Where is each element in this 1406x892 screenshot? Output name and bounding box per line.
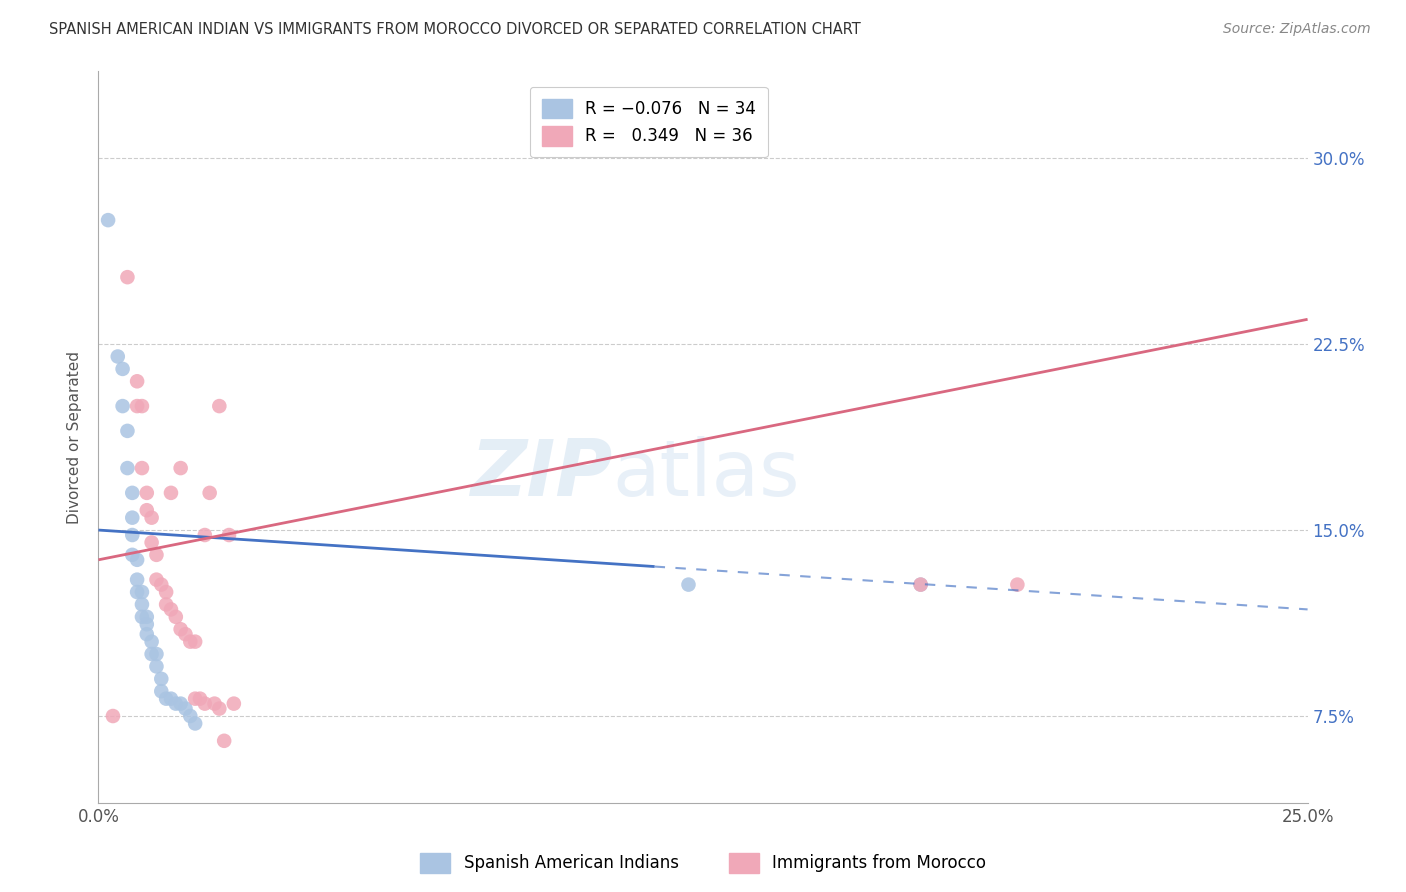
Point (169, 697, 191, 711)
Point (184, 716, 207, 731)
Point (97, 213, 120, 227)
Point (194, 528, 217, 542)
Point (184, 691, 207, 706)
Point (131, 399, 153, 413)
Point (145, 647, 167, 661)
Point (141, 510, 163, 524)
Point (150, 672, 173, 686)
Point (107, 350, 129, 364)
Point (127, 573, 149, 587)
Point (198, 486, 221, 500)
Point (218, 528, 240, 542)
Text: SPANISH AMERICAN INDIAN VS IMMIGRANTS FROM MOROCCO DIVORCED OR SEPARATED CORRELA: SPANISH AMERICAN INDIAN VS IMMIGRANTS FR… (49, 22, 860, 37)
Text: atlas: atlas (613, 435, 800, 512)
Point (117, 461, 139, 475)
Point (155, 585, 177, 599)
Point (150, 577, 173, 591)
Point (910, 577, 932, 591)
Point (135, 617, 157, 632)
Point (179, 709, 201, 723)
Point (135, 610, 157, 624)
Y-axis label: Divorced or Separated: Divorced or Separated (67, 351, 83, 524)
Point (111, 399, 134, 413)
Point (155, 598, 177, 612)
Point (131, 598, 153, 612)
Point (117, 270, 139, 285)
Point (222, 697, 245, 711)
Point (127, 553, 149, 567)
Point (204, 697, 226, 711)
Point (184, 634, 207, 648)
Point (145, 659, 167, 673)
Text: ZIP: ZIP (470, 435, 613, 512)
Point (121, 510, 143, 524)
Point (121, 548, 143, 562)
Point (131, 610, 153, 624)
Legend: Spanish American Indians, Immigrants from Morocco: Spanish American Indians, Immigrants fro… (413, 847, 993, 880)
Point (135, 503, 157, 517)
Point (127, 374, 149, 388)
Point (208, 399, 231, 413)
Point (179, 634, 201, 648)
Point (165, 697, 187, 711)
Point (127, 399, 149, 413)
Point (188, 691, 211, 706)
Point (194, 697, 217, 711)
Point (169, 622, 191, 636)
Point (160, 691, 183, 706)
Point (121, 486, 143, 500)
Point (121, 528, 143, 542)
Point (141, 634, 163, 648)
Point (155, 691, 177, 706)
Point (131, 461, 153, 475)
Point (135, 627, 157, 641)
Point (127, 585, 149, 599)
Point (160, 486, 183, 500)
Point (101, 709, 124, 723)
Point (131, 585, 153, 599)
Point (160, 602, 183, 616)
Point (141, 535, 163, 549)
Point (169, 461, 191, 475)
Point (678, 577, 700, 591)
Point (1007, 577, 1029, 591)
Point (212, 734, 235, 748)
Text: Source: ZipAtlas.com: Source: ZipAtlas.com (1223, 22, 1371, 37)
Legend: R = −0.076   N = 34, R =   0.349   N = 36: R = −0.076 N = 34, R = 0.349 N = 36 (530, 87, 768, 157)
Point (135, 486, 157, 500)
Point (174, 701, 197, 715)
Point (910, 577, 932, 591)
Point (111, 362, 134, 376)
Point (141, 647, 163, 661)
Point (174, 627, 197, 641)
Point (145, 548, 167, 562)
Point (208, 701, 231, 715)
Point (145, 573, 167, 587)
Point (165, 610, 187, 624)
Point (150, 684, 173, 698)
Point (117, 424, 139, 438)
